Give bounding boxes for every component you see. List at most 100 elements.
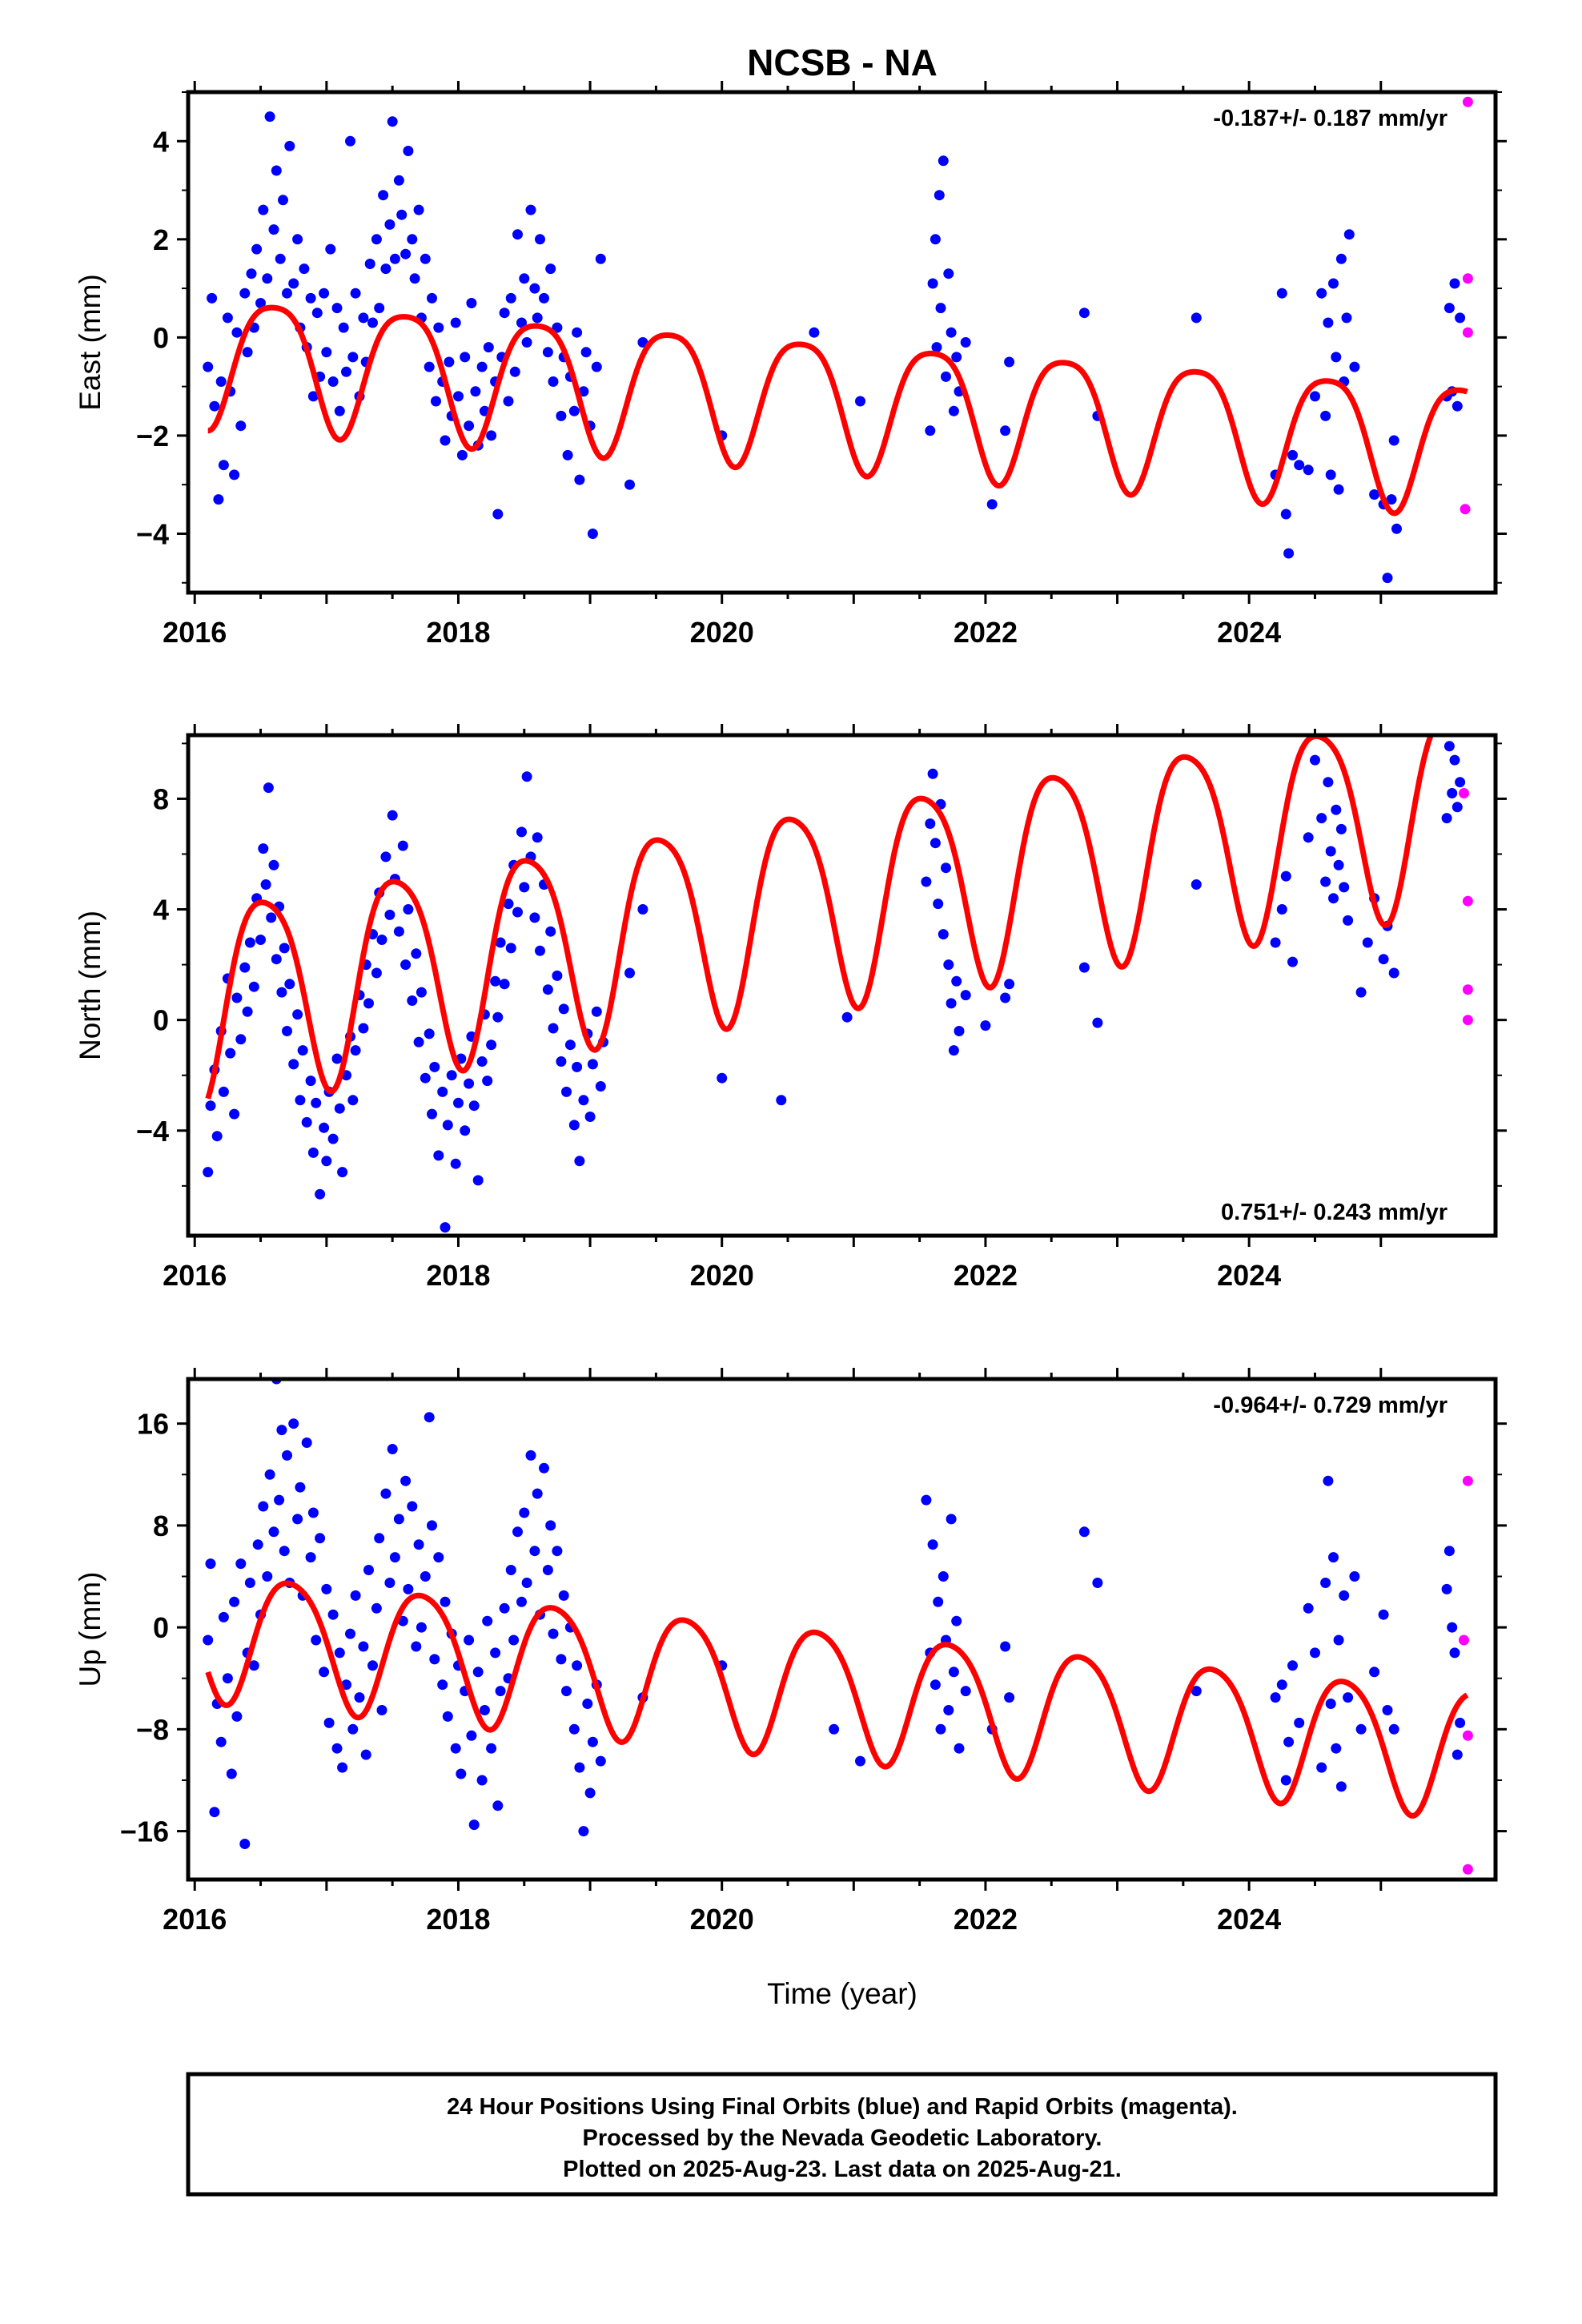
plot-area-north	[203, 735, 1473, 1233]
final-point-east-49	[364, 259, 375, 269]
final-point-east-22	[275, 253, 286, 264]
final-point-east-54	[380, 263, 391, 275]
final-point-north-43	[337, 1167, 348, 1178]
final-point-north-150	[1280, 870, 1291, 882]
final-point-east-176	[1455, 312, 1466, 324]
final-point-up-69	[427, 1520, 437, 1531]
final-point-north-130	[927, 768, 938, 779]
y-tick-label-east-1: −2	[136, 420, 169, 452]
final-point-east-95	[516, 317, 527, 328]
final-point-up-57	[387, 1444, 398, 1454]
final-point-east-149	[1287, 449, 1298, 460]
x-tick-label-east-4: 2024	[1217, 616, 1281, 649]
final-point-north-37	[319, 1122, 330, 1133]
final-point-up-130	[935, 1723, 946, 1735]
final-point-up-152	[1310, 1647, 1320, 1659]
final-point-east-140	[1000, 425, 1011, 436]
final-point-up-173	[1452, 1749, 1463, 1760]
final-point-north-57	[384, 909, 396, 920]
final-point-east-85	[483, 342, 494, 353]
final-point-east-88	[492, 509, 504, 520]
final-point-up-36	[319, 1667, 330, 1678]
final-point-up-20	[268, 1526, 279, 1538]
final-point-north-112	[564, 1039, 576, 1051]
final-point-north-118	[584, 1112, 596, 1122]
final-point-up-23	[276, 1425, 287, 1436]
final-point-east-37	[325, 243, 336, 255]
final-point-east-15	[251, 243, 263, 255]
y-tick-label-up-2: 0	[153, 1611, 169, 1644]
final-point-north-30	[295, 1095, 306, 1106]
final-point-east-125	[925, 425, 936, 436]
final-point-north-123	[624, 967, 635, 979]
final-point-east-38	[327, 376, 339, 387]
final-point-up-165	[1369, 1667, 1380, 1678]
final-point-east-83	[476, 361, 488, 372]
x-tick-label-east-1: 2018	[426, 616, 490, 649]
final-point-north-31	[297, 1045, 308, 1056]
final-point-north-148	[1270, 937, 1281, 948]
final-point-east-40	[334, 405, 345, 416]
final-point-up-162	[1343, 1692, 1354, 1703]
final-point-east-136	[951, 352, 962, 363]
footer-line-2: Processed by the Nevada Geodetic Laborat…	[583, 2125, 1102, 2151]
figure-title: NCSB - NA	[747, 42, 938, 83]
final-point-up-70	[429, 1654, 440, 1665]
rapid-point-north-0	[1459, 788, 1469, 798]
final-point-up-124	[855, 1755, 865, 1767]
final-point-up-109	[558, 1590, 569, 1601]
final-point-east-139	[986, 499, 998, 510]
final-point-up-134	[946, 1514, 957, 1525]
final-point-up-89	[492, 1800, 504, 1811]
final-point-north-68	[420, 1072, 431, 1084]
final-point-north-53	[371, 967, 382, 979]
final-point-up-140	[1000, 1641, 1011, 1652]
y-axis-label-east: East (mm)	[74, 274, 106, 411]
final-point-north-126	[776, 1095, 787, 1106]
final-point-east-155	[1323, 317, 1334, 328]
final-point-east-44	[347, 352, 359, 363]
final-point-east-168	[1386, 494, 1397, 505]
final-point-north-157	[1325, 846, 1336, 857]
final-point-north-101	[529, 912, 540, 923]
final-point-north-94	[505, 943, 516, 954]
final-point-north-77	[450, 1158, 461, 1169]
final-point-north-11	[239, 962, 251, 973]
final-point-up-81	[466, 1730, 477, 1741]
final-point-up-76	[450, 1743, 461, 1754]
final-point-up-144	[1191, 1686, 1202, 1697]
final-point-east-21	[271, 165, 282, 176]
final-point-up-13	[244, 1578, 255, 1588]
final-point-east-98	[525, 204, 536, 215]
final-point-up-127	[927, 1539, 938, 1550]
final-point-north-84	[472, 1175, 484, 1186]
final-point-north-85	[476, 1056, 488, 1067]
final-point-up-65	[413, 1539, 424, 1550]
final-point-east-16	[255, 298, 266, 308]
final-point-east-130	[935, 303, 946, 314]
final-point-north-151	[1287, 956, 1298, 967]
final-point-north-17	[258, 843, 269, 854]
final-point-east-153	[1316, 287, 1327, 299]
final-point-up-98	[521, 1578, 532, 1588]
final-point-up-28	[292, 1514, 303, 1525]
final-point-up-153	[1316, 1762, 1327, 1773]
final-point-up-80	[464, 1634, 475, 1646]
final-point-up-54	[376, 1705, 387, 1715]
final-point-up-93	[505, 1565, 516, 1575]
final-point-north-25	[279, 943, 290, 954]
final-point-east-17	[258, 204, 269, 215]
final-point-east-113	[574, 474, 585, 485]
rapid-point-north-1	[1462, 895, 1473, 907]
final-point-up-42	[337, 1762, 348, 1773]
y-tick-label-north-1: 0	[153, 1004, 169, 1037]
final-point-north-138	[948, 1045, 959, 1056]
final-point-up-10	[235, 1558, 247, 1570]
final-point-up-96	[516, 1596, 527, 1607]
final-point-up-19	[264, 1469, 275, 1480]
rapid-point-east-0	[1462, 96, 1473, 107]
final-point-east-105	[548, 376, 559, 387]
final-point-east-138	[960, 337, 971, 348]
y-tick-label-up-4: 16	[137, 1408, 169, 1441]
final-point-north-108	[552, 970, 563, 981]
